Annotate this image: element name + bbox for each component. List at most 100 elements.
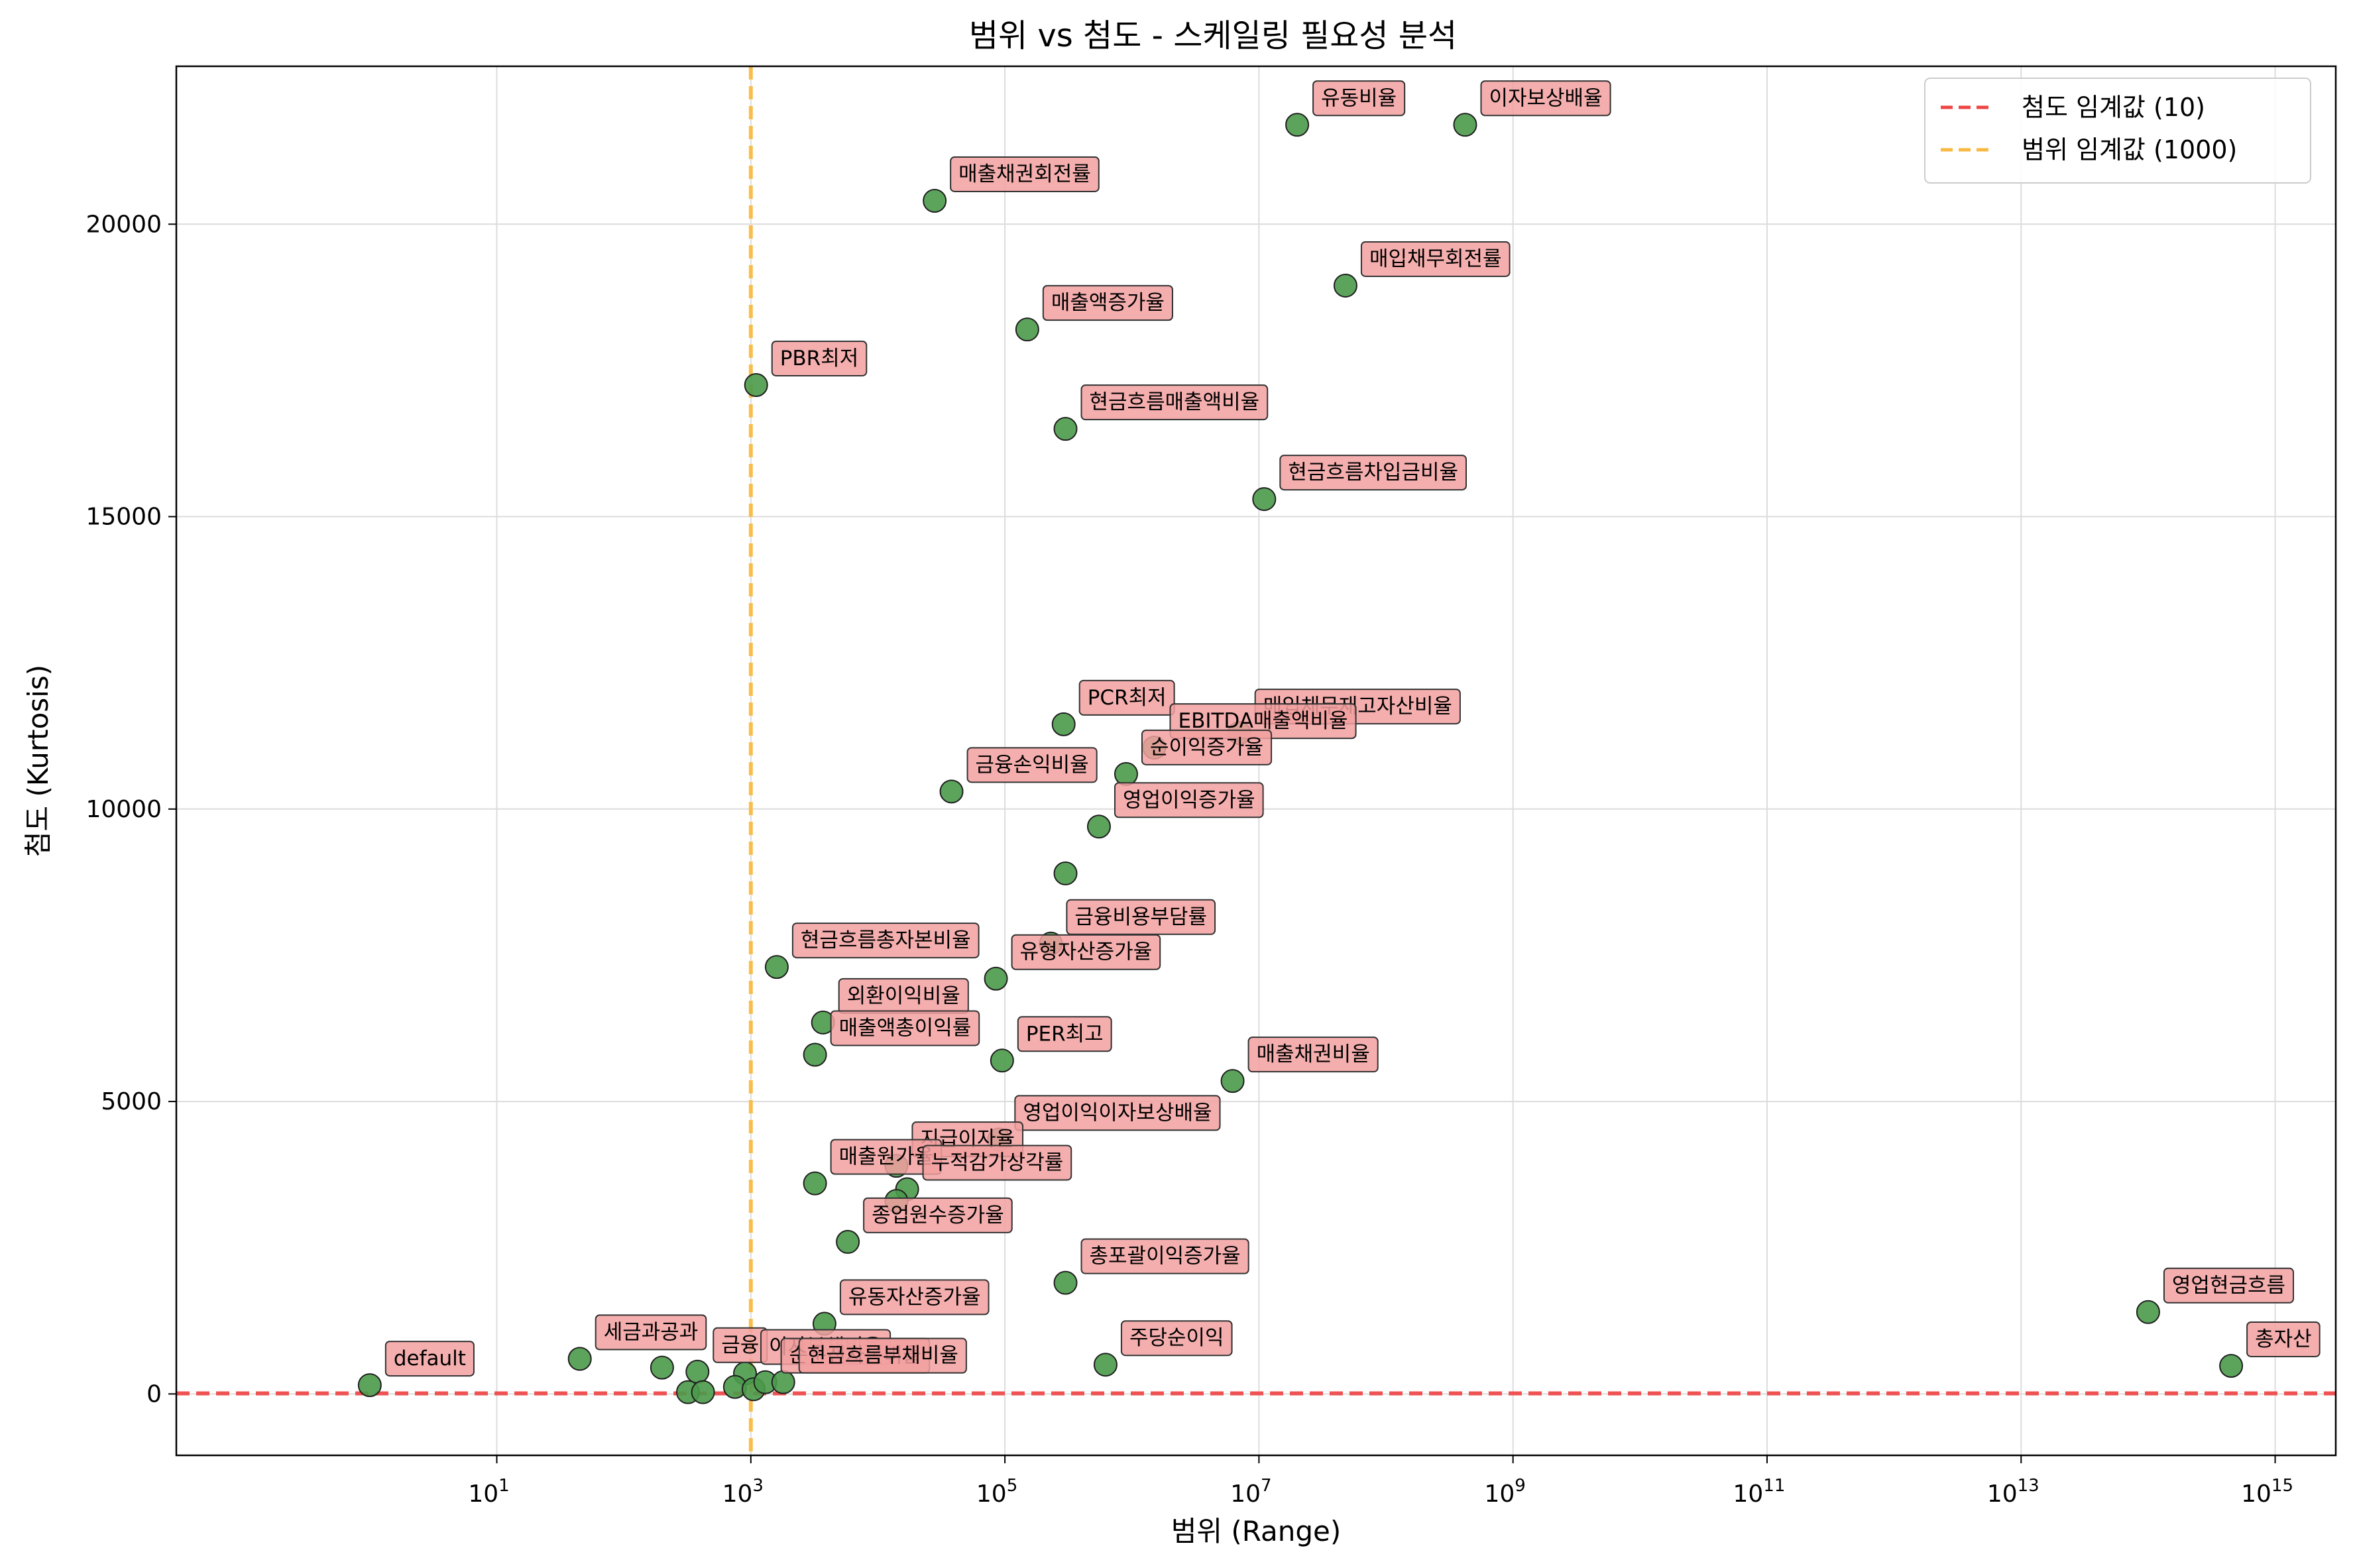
- annotation-label: 매출원가율: [839, 1145, 934, 1169]
- point-annotation: 금융손익비율: [966, 747, 1098, 783]
- annotation-label: 매출채권비율: [1257, 1042, 1370, 1066]
- legend: 첨도 임계값 (10) 범위 임계값 (1000): [1924, 78, 2311, 184]
- annotation-box: [1120, 1320, 1233, 1357]
- data-point: [923, 188, 947, 213]
- point-annotation: 금융: [713, 1327, 768, 1363]
- plot-frame: [175, 65, 2337, 1457]
- annotation-box: [863, 1197, 1013, 1233]
- data-point: [836, 1229, 860, 1254]
- point-annotation: EBITDA매출액비율: [1169, 703, 1357, 740]
- annotation-label: 세금과공과: [604, 1320, 699, 1344]
- annotation-box: [1279, 455, 1467, 491]
- annotation-box: [1114, 782, 1264, 818]
- annotation-label: 매출채권회전률: [958, 162, 1091, 186]
- annotation-box: [1080, 384, 1269, 421]
- annotation-label: 유동비율: [1321, 86, 1397, 110]
- data-point: [803, 1171, 827, 1196]
- point-annotation: 누적감가상각률: [922, 1145, 1072, 1181]
- data-point: [1453, 113, 1477, 137]
- point-annotation: 영업현금흐름: [2163, 1267, 2295, 1304]
- annotation-label: 현금흐름매출액비율: [1090, 390, 1260, 414]
- annotation-label: 유동자산증가율: [848, 1285, 981, 1309]
- annotation-label: 금융비용부담률: [1074, 905, 1207, 929]
- point-annotation: default: [384, 1341, 475, 1377]
- annotation-box: [798, 1337, 967, 1374]
- x-axis-ticks: 101 103 105 107 109 1011 1013 1015: [468, 1455, 2293, 1508]
- data-point: [1053, 417, 1078, 441]
- annotation-label: 주당순이익: [1129, 1326, 1224, 1350]
- annotation-box: [1080, 1238, 1249, 1274]
- point-annotation: 순이익증가율: [1141, 729, 1273, 765]
- data-point: [990, 1048, 1014, 1073]
- data-point: [685, 1359, 710, 1384]
- annotation-label: 순이익증가율: [1150, 736, 1263, 759]
- data-point: [764, 955, 789, 980]
- annotation-label: 총포괄이익증가율: [1090, 1245, 1241, 1268]
- y-tick-label: 5000: [101, 1088, 162, 1115]
- x-tick-label: 105: [976, 1476, 1017, 1508]
- annotation-box: [830, 1010, 980, 1046]
- point-annotation: 현금흐름매출액비율: [1080, 384, 1269, 421]
- x-axis-title: 범위 (Range): [1171, 1515, 1342, 1547]
- data-point: [1220, 1069, 1245, 1093]
- annotation-label: 금융: [721, 1333, 759, 1357]
- data-point: [2219, 1353, 2244, 1378]
- annotation-label: 영업현금흐름: [2172, 1274, 2285, 1298]
- data-point: [650, 1355, 674, 1380]
- point-annotation: 매입채무회전률: [1360, 241, 1511, 277]
- annotation-box: [922, 1145, 1072, 1181]
- annotation-box: [950, 156, 1100, 192]
- annotation-box: [1247, 1036, 1379, 1073]
- point-annotation: 총자산: [2246, 1321, 2321, 1357]
- annotation-box: [966, 747, 1098, 783]
- annotation-label: 현금흐름총자본비율: [801, 928, 971, 952]
- data-point: [1051, 712, 1076, 736]
- data-point: [1015, 317, 1039, 342]
- annotation-box: [771, 340, 868, 376]
- point-annotation: 매출채권비율: [1247, 1036, 1379, 1073]
- chart-title: 범위 vs 첨도 - 스케일링 필요성 분석: [969, 17, 1457, 54]
- annotation-box: [595, 1314, 707, 1351]
- point-annotation: 유동비율: [1312, 80, 1406, 117]
- y-axis-ticks: 0 5000 10000 15000 20000: [86, 211, 176, 1408]
- point-annotation: 영업이익이자보상배율: [1014, 1095, 1221, 1131]
- annotation-label: 외환이익비율: [847, 984, 960, 1008]
- annotation-box: [1480, 80, 1611, 117]
- annotation-box: [791, 923, 980, 959]
- point-annotation: 매출액증가율: [1042, 285, 1173, 321]
- point-annotation: 유형자산증가율: [1011, 934, 1161, 970]
- annotation-box: [1014, 1095, 1221, 1131]
- point-annotation: 외환이익비율: [838, 978, 969, 1014]
- data-point: [1093, 1353, 1118, 1377]
- annotation-label: 총자산: [2255, 1327, 2312, 1351]
- point-annotation: 종업원수증가율: [863, 1197, 1013, 1233]
- annotation-label: 영업이익증가율: [1123, 788, 1255, 812]
- data-point: [2136, 1300, 2160, 1324]
- point-annotation: 현금흐름차입금비율: [1279, 455, 1467, 491]
- reference-lines: [176, 66, 2336, 1455]
- annotation-label: PER최고: [1026, 1022, 1104, 1046]
- point-annotation: 매출원가율: [830, 1139, 943, 1175]
- annotation-label: 금융손익비율: [976, 753, 1089, 777]
- data-point: [357, 1373, 382, 1398]
- y-tick-label: 15000: [86, 504, 162, 531]
- data-point: [1333, 273, 1357, 298]
- data-point: [744, 372, 768, 397]
- annotation-label: PCR최저: [1088, 686, 1167, 710]
- data-points: [357, 113, 2244, 1404]
- annotation-label: 매입채무회전률: [1369, 247, 1502, 271]
- data-point: [803, 1042, 827, 1067]
- point-annotation: 현금흐름총자본비율: [791, 923, 980, 959]
- x-tick-label: 103: [722, 1476, 764, 1508]
- legend-label-kurtosis: 첨도 임계값 (10): [2022, 93, 2205, 122]
- data-point: [1053, 861, 1078, 885]
- point-annotation: 유동자산증가율: [839, 1279, 990, 1316]
- point-annotation: PER최고: [1017, 1016, 1112, 1052]
- data-point: [1285, 113, 1310, 137]
- annotation-label: 현금흐름부채비율: [807, 1344, 958, 1368]
- annotation-label: 누적감가상각률: [931, 1150, 1064, 1174]
- annotation-label: PBR최저: [780, 347, 859, 370]
- x-tick-label: 101: [468, 1476, 509, 1508]
